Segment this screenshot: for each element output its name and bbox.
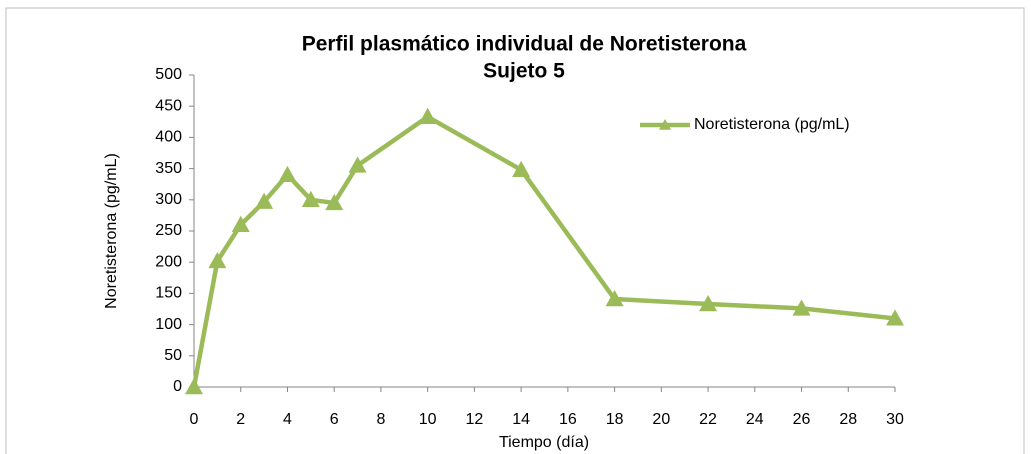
data-point: [605, 290, 624, 307]
y-tick-label: 250: [155, 222, 182, 239]
data-point: [301, 190, 320, 207]
data-point: [792, 299, 811, 316]
data-point: [208, 251, 227, 269]
y-tick-label: 0: [173, 378, 182, 395]
y-tick-label: 100: [155, 316, 182, 333]
chart-subtitle: Sujeto 5: [483, 60, 565, 83]
data-point: [348, 156, 367, 173]
y-tick-label: 450: [155, 97, 182, 114]
chart-title: Perfil plasmático individual de Noretist…: [302, 33, 747, 56]
data-point: [278, 165, 297, 183]
data-point: [418, 107, 437, 125]
y-tick-label: 400: [155, 129, 182, 146]
data-point: [699, 295, 718, 312]
legend-label: Noretisterona (pg/mL): [694, 116, 850, 133]
x-tick-label: 14: [512, 411, 530, 428]
x-tick-label: 4: [283, 411, 292, 428]
x-tick-label: 30: [886, 411, 904, 428]
x-tick-label: 26: [793, 411, 811, 428]
legend-marker: [659, 119, 671, 130]
y-tick-label: 350: [155, 160, 182, 177]
x-tick-label: 8: [376, 411, 385, 428]
x-axis-label: Tiempo (día): [499, 434, 589, 451]
x-tick-label: 6: [330, 411, 339, 428]
x-tick-label: 0: [190, 411, 199, 428]
x-tick-label: 18: [606, 411, 624, 428]
chart-border: [5, 7, 1025, 454]
x-tick-label: 20: [652, 411, 670, 428]
x-tick-label: 2: [236, 411, 245, 428]
data-point: [325, 193, 344, 211]
x-tick-label: 24: [746, 411, 764, 428]
x-tick-label: 16: [559, 411, 577, 428]
x-tick-label: 12: [466, 411, 484, 428]
series-line: [191, 114, 896, 388]
y-tick-label: 200: [155, 253, 182, 270]
x-tick-label: 10: [419, 411, 437, 428]
x-tick-label: 22: [699, 411, 717, 428]
data-point: [255, 192, 274, 209]
data-point: [185, 378, 203, 395]
data-point: [886, 309, 904, 326]
y-axis-label: Noretisterona (pg/mL): [103, 153, 120, 309]
data-point: [231, 215, 250, 232]
data-point: [512, 160, 531, 178]
y-tick-label: 300: [155, 191, 182, 208]
y-tick-label: 150: [155, 285, 182, 302]
y-tick-label: 500: [155, 66, 182, 83]
x-tick-label: 28: [839, 411, 857, 428]
y-tick-label: 50: [164, 347, 182, 364]
